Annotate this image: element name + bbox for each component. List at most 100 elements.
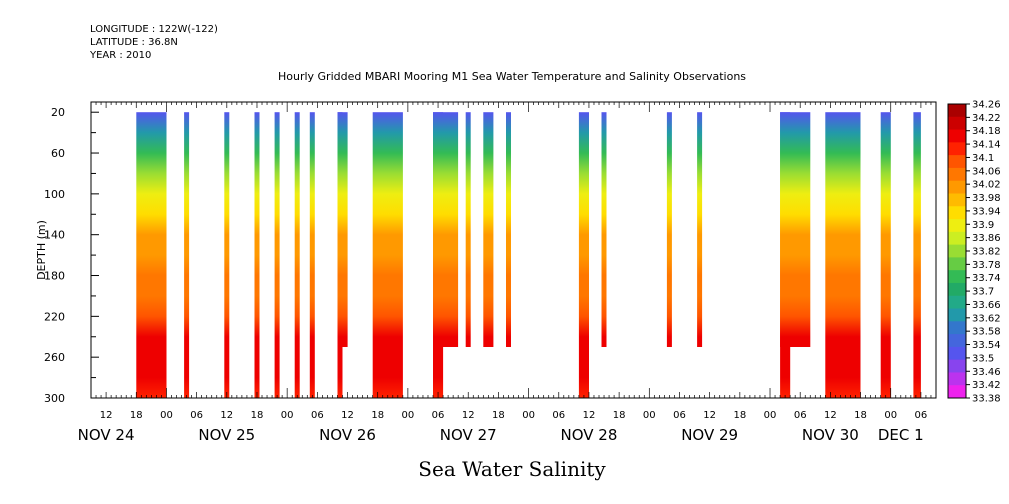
x-hour-label: 06 — [915, 410, 928, 421]
y-tick-label: 140 — [44, 229, 65, 242]
data-block-15 — [578, 112, 589, 398]
x-day-label: NOV 27 — [440, 426, 497, 444]
x-hour-label: 12 — [703, 410, 716, 421]
data-block-2 — [224, 112, 230, 398]
colorbar-label: 33.94 — [972, 206, 1001, 217]
y-tick-label: 100 — [44, 188, 65, 201]
year-label: YEAR : 2010 — [90, 50, 152, 61]
colorbar-label: 33.7 — [972, 287, 994, 298]
data-block-0 — [136, 112, 167, 398]
data-block-20 — [780, 112, 791, 398]
data-block-23 — [913, 112, 921, 398]
colorbar-legend: 34.26 34.22 34.18 34.14 34.1 34.06 34.02 33.98 3… — [947, 100, 1001, 405]
data-block-22 — [880, 112, 891, 398]
x-hour-label: 00 — [643, 410, 656, 421]
colorbar-label: 33.46 — [972, 367, 1001, 378]
data-block-14 — [506, 112, 511, 347]
data-block-13 — [483, 112, 494, 347]
x-hour-label: 06 — [190, 410, 203, 421]
y-axis-label: DEPTH (m) — [35, 220, 48, 280]
colorbar-label: 33.42 — [972, 380, 1001, 391]
colorbar-swatch — [948, 282, 966, 297]
y-tick-label: 300 — [44, 392, 65, 405]
colorbar-label: 33.38 — [972, 394, 1001, 405]
colorbar-label: 34.26 — [972, 100, 1001, 111]
latitude-label: LATITUDE : 36.8N — [90, 37, 178, 48]
y-tick-label: 60 — [51, 147, 65, 160]
x-axis-label: Sea Water Salinity — [418, 457, 606, 481]
colorbar-label: 33.54 — [972, 340, 1001, 351]
x-hour-label: 12 — [100, 410, 113, 421]
x-day-label: NOV 28 — [561, 426, 618, 444]
x-day-label: NOV 26 — [319, 426, 376, 444]
data-block-17 — [666, 112, 672, 347]
chart-title: Hourly Gridded MBARI Mooring M1 Sea Wate… — [278, 70, 746, 83]
x-hour-label: 00 — [281, 410, 294, 421]
x-hour-label: 00 — [402, 410, 415, 421]
colorbar-swatch — [948, 180, 966, 194]
colorbar-swatch — [948, 142, 966, 156]
colorbar-label: 33.9 — [972, 220, 994, 231]
data-block-4 — [274, 112, 280, 398]
data-block-5 — [294, 112, 300, 398]
data-block-9 — [372, 112, 403, 398]
colorbar-swatch — [948, 116, 966, 131]
data-block-6 — [309, 112, 315, 398]
x-hour-label: 18 — [733, 410, 746, 421]
colorbar-label: 33.62 — [972, 313, 1001, 324]
colorbar-swatch — [948, 193, 966, 207]
x-hour-label: 18 — [130, 410, 143, 421]
colorbar-swatch — [948, 270, 966, 284]
x-hour-label: 00 — [764, 410, 777, 421]
x-hour-label: 00 — [522, 410, 535, 421]
data-block-12 — [465, 112, 471, 347]
colorbar-label: 33.66 — [972, 300, 1001, 311]
colorbar-swatch — [948, 308, 966, 322]
longitude-label: LONGITUDE : 122W(-122) — [90, 24, 218, 35]
colorbar-swatch — [948, 372, 966, 386]
x-day-label: NOV 29 — [681, 426, 738, 444]
x-hour-label: 00 — [160, 410, 173, 421]
colorbar-label: 34.14 — [972, 140, 1001, 151]
colorbar-label: 34.02 — [972, 180, 1001, 191]
x-hour-label: 12 — [220, 410, 233, 421]
x-hour-label: 18 — [854, 410, 867, 421]
colorbar-swatch — [948, 155, 966, 169]
x-day-label: NOV 30 — [802, 426, 859, 444]
data-block-18 — [697, 112, 703, 347]
x-hour-label: 18 — [371, 410, 384, 421]
colorbar-swatch — [948, 244, 966, 258]
x-hour-label: 18 — [251, 410, 264, 421]
x-hour-label: 12 — [462, 410, 475, 421]
colorbar-label: 34.06 — [972, 166, 1001, 177]
x-hour-label: 18 — [613, 410, 626, 421]
y-tick-label: 180 — [44, 270, 65, 283]
x-hour-label: 12 — [824, 410, 837, 421]
colorbar-label: 33.78 — [972, 260, 1001, 271]
colorbar-swatch — [948, 104, 966, 118]
colorbar-swatch — [948, 231, 966, 246]
y-tick-label: 20 — [51, 106, 65, 119]
x-day-label: NOV 25 — [198, 426, 255, 444]
data-block-11 — [433, 112, 444, 398]
colorbar-label: 34.22 — [972, 113, 1001, 124]
x-axis: 12 18 00 06 12 18 00 06 12 18 00 06 12 18 00 06 12 18 00 06… — [78, 102, 937, 444]
colorbar-swatch — [948, 346, 966, 361]
colorbar-swatch — [948, 385, 966, 399]
x-hour-label: 06 — [432, 410, 445, 421]
colorbar-swatch — [948, 219, 966, 233]
y-tick-label: 260 — [44, 351, 65, 364]
x-day-label: NOV 24 — [78, 426, 135, 444]
x-day-label: DEC 1 — [878, 426, 924, 444]
colorbar-swatch — [948, 129, 966, 143]
data-block-21 — [825, 112, 861, 398]
y-tick-label: 220 — [44, 310, 65, 323]
colorbar-label: 33.98 — [972, 193, 1001, 204]
x-hour-label: 12 — [583, 410, 596, 421]
x-hour-label: 06 — [311, 410, 324, 421]
x-hour-label: 12 — [341, 410, 354, 421]
data-block-3 — [254, 112, 260, 398]
colorbar-swatch — [948, 295, 966, 310]
y-axis: 20 60 100 140 180 220 260 300 — [44, 106, 99, 405]
